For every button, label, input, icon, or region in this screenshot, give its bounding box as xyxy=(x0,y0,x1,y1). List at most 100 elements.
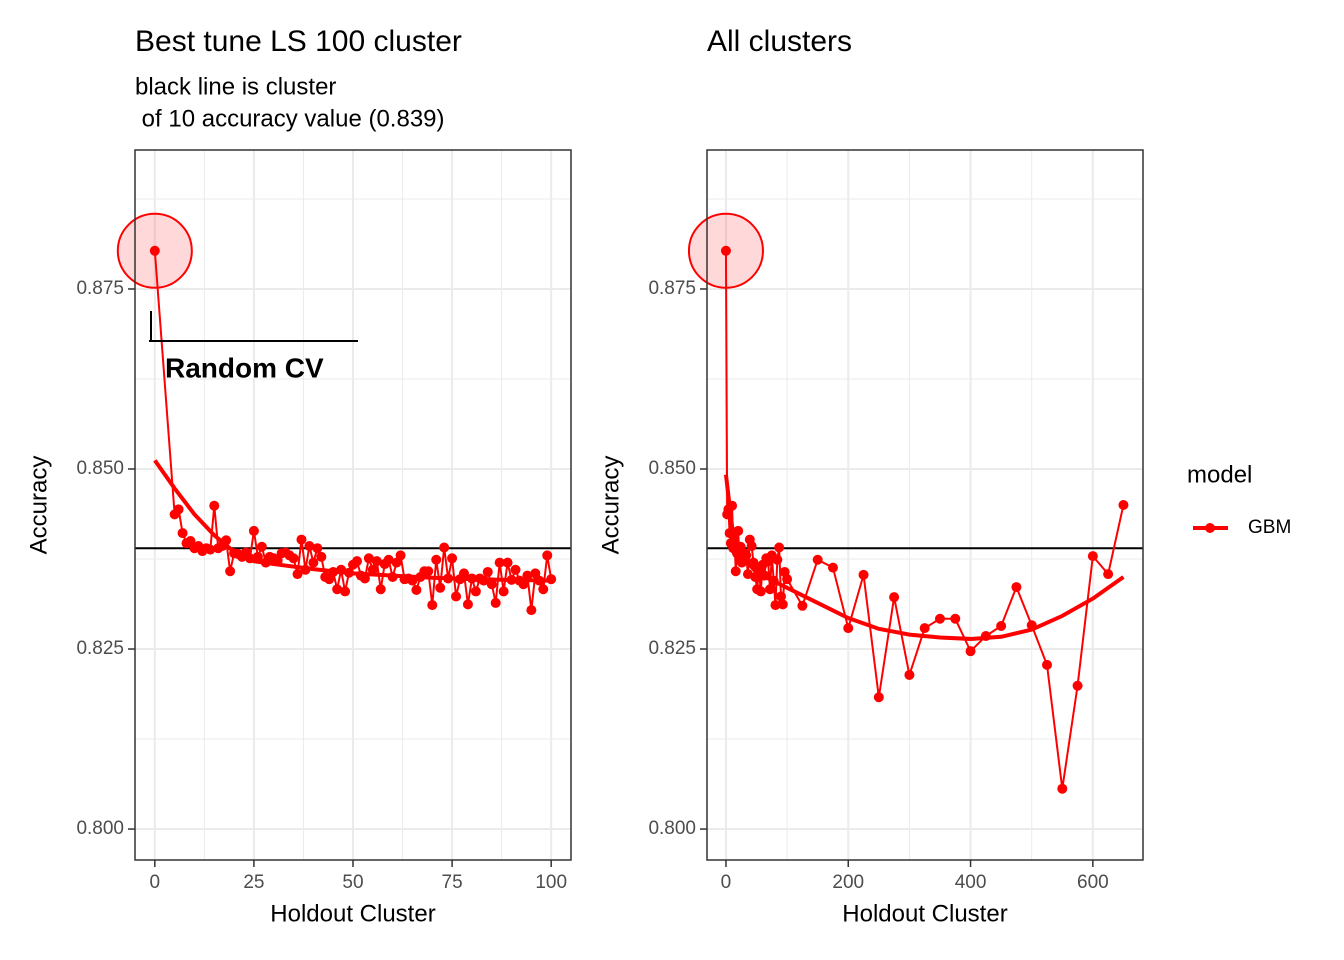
x-tick-label: 25 xyxy=(243,872,264,893)
point xyxy=(494,557,505,568)
point xyxy=(427,600,438,611)
point xyxy=(1057,783,1068,794)
point xyxy=(522,570,533,581)
point xyxy=(177,528,188,539)
legend-title: model xyxy=(1187,461,1252,488)
point xyxy=(363,553,374,564)
panel-border xyxy=(706,149,1144,861)
point xyxy=(447,553,458,564)
point xyxy=(506,574,517,585)
point xyxy=(375,584,386,595)
x-tick-label: 50 xyxy=(342,872,363,893)
point xyxy=(980,631,991,642)
point xyxy=(759,570,770,581)
point xyxy=(423,566,434,577)
chart-subtitle: of 10 accuracy value (0.839) xyxy=(135,105,445,132)
point xyxy=(797,600,808,611)
point xyxy=(367,564,378,575)
point xyxy=(435,582,446,593)
x-tick-label: 400 xyxy=(955,872,987,893)
point xyxy=(395,550,406,561)
panel-border xyxy=(134,149,572,861)
point xyxy=(411,584,422,595)
point xyxy=(1072,680,1083,691)
point xyxy=(965,646,976,657)
point xyxy=(770,600,781,611)
y-tick-label: 0.825 xyxy=(76,638,124,659)
y-tick-label: 0.800 xyxy=(648,818,696,839)
x-axis-label: Holdout Cluster xyxy=(270,900,435,927)
point xyxy=(336,564,347,575)
y-axis-label: Accuracy xyxy=(597,456,624,555)
point xyxy=(482,566,493,577)
point xyxy=(764,584,775,595)
point xyxy=(843,623,854,634)
point xyxy=(1041,659,1052,670)
y-axis-label: Accuracy xyxy=(25,456,52,555)
point xyxy=(462,599,473,610)
point xyxy=(534,575,545,586)
point xyxy=(724,528,735,539)
point xyxy=(451,591,462,602)
point xyxy=(486,579,497,590)
point xyxy=(304,541,315,552)
point xyxy=(950,613,961,624)
point xyxy=(1103,569,1114,580)
point xyxy=(288,553,299,564)
x-tick-label: 0 xyxy=(150,872,161,893)
x-tick-label: 0 xyxy=(721,872,732,893)
point xyxy=(733,525,744,536)
point xyxy=(296,534,307,545)
point xyxy=(1087,551,1098,562)
point xyxy=(741,550,752,561)
point xyxy=(812,554,823,565)
y-tick-label: 0.825 xyxy=(648,638,696,659)
point xyxy=(889,592,900,603)
point xyxy=(431,554,442,565)
point xyxy=(383,554,394,565)
point xyxy=(904,669,915,680)
point xyxy=(774,542,785,553)
point xyxy=(919,623,930,634)
smooth-line xyxy=(153,459,552,583)
point xyxy=(256,541,267,552)
point xyxy=(996,620,1007,631)
point xyxy=(351,556,362,567)
point xyxy=(387,572,398,583)
point xyxy=(328,566,339,577)
point xyxy=(1118,500,1129,510)
point xyxy=(777,599,788,610)
y-tick-label: 0.850 xyxy=(648,458,696,479)
x-tick-label: 100 xyxy=(535,872,567,893)
point xyxy=(458,568,469,579)
point xyxy=(340,586,351,597)
chart-title: All clusters xyxy=(707,25,852,58)
point xyxy=(225,566,236,577)
point xyxy=(518,579,529,590)
point xyxy=(1011,582,1022,593)
point xyxy=(221,535,232,546)
point xyxy=(252,551,263,562)
point xyxy=(538,584,549,595)
point xyxy=(205,544,216,555)
point xyxy=(407,575,418,586)
point xyxy=(443,573,454,584)
y-tick-label: 0.800 xyxy=(76,818,124,839)
y-tick-label: 0.875 xyxy=(76,278,124,299)
point xyxy=(782,574,793,585)
point xyxy=(490,597,501,608)
point xyxy=(466,573,477,584)
point xyxy=(470,586,481,597)
plot-panel xyxy=(707,150,1143,860)
point xyxy=(748,557,759,568)
y-tick-label: 0.875 xyxy=(648,278,696,299)
point xyxy=(934,613,945,624)
legend-key-point xyxy=(1205,523,1215,533)
point xyxy=(526,605,537,616)
point xyxy=(542,550,553,561)
y-tick-label: 0.850 xyxy=(76,458,124,479)
point xyxy=(502,557,513,568)
point xyxy=(730,566,741,577)
point xyxy=(772,554,783,565)
